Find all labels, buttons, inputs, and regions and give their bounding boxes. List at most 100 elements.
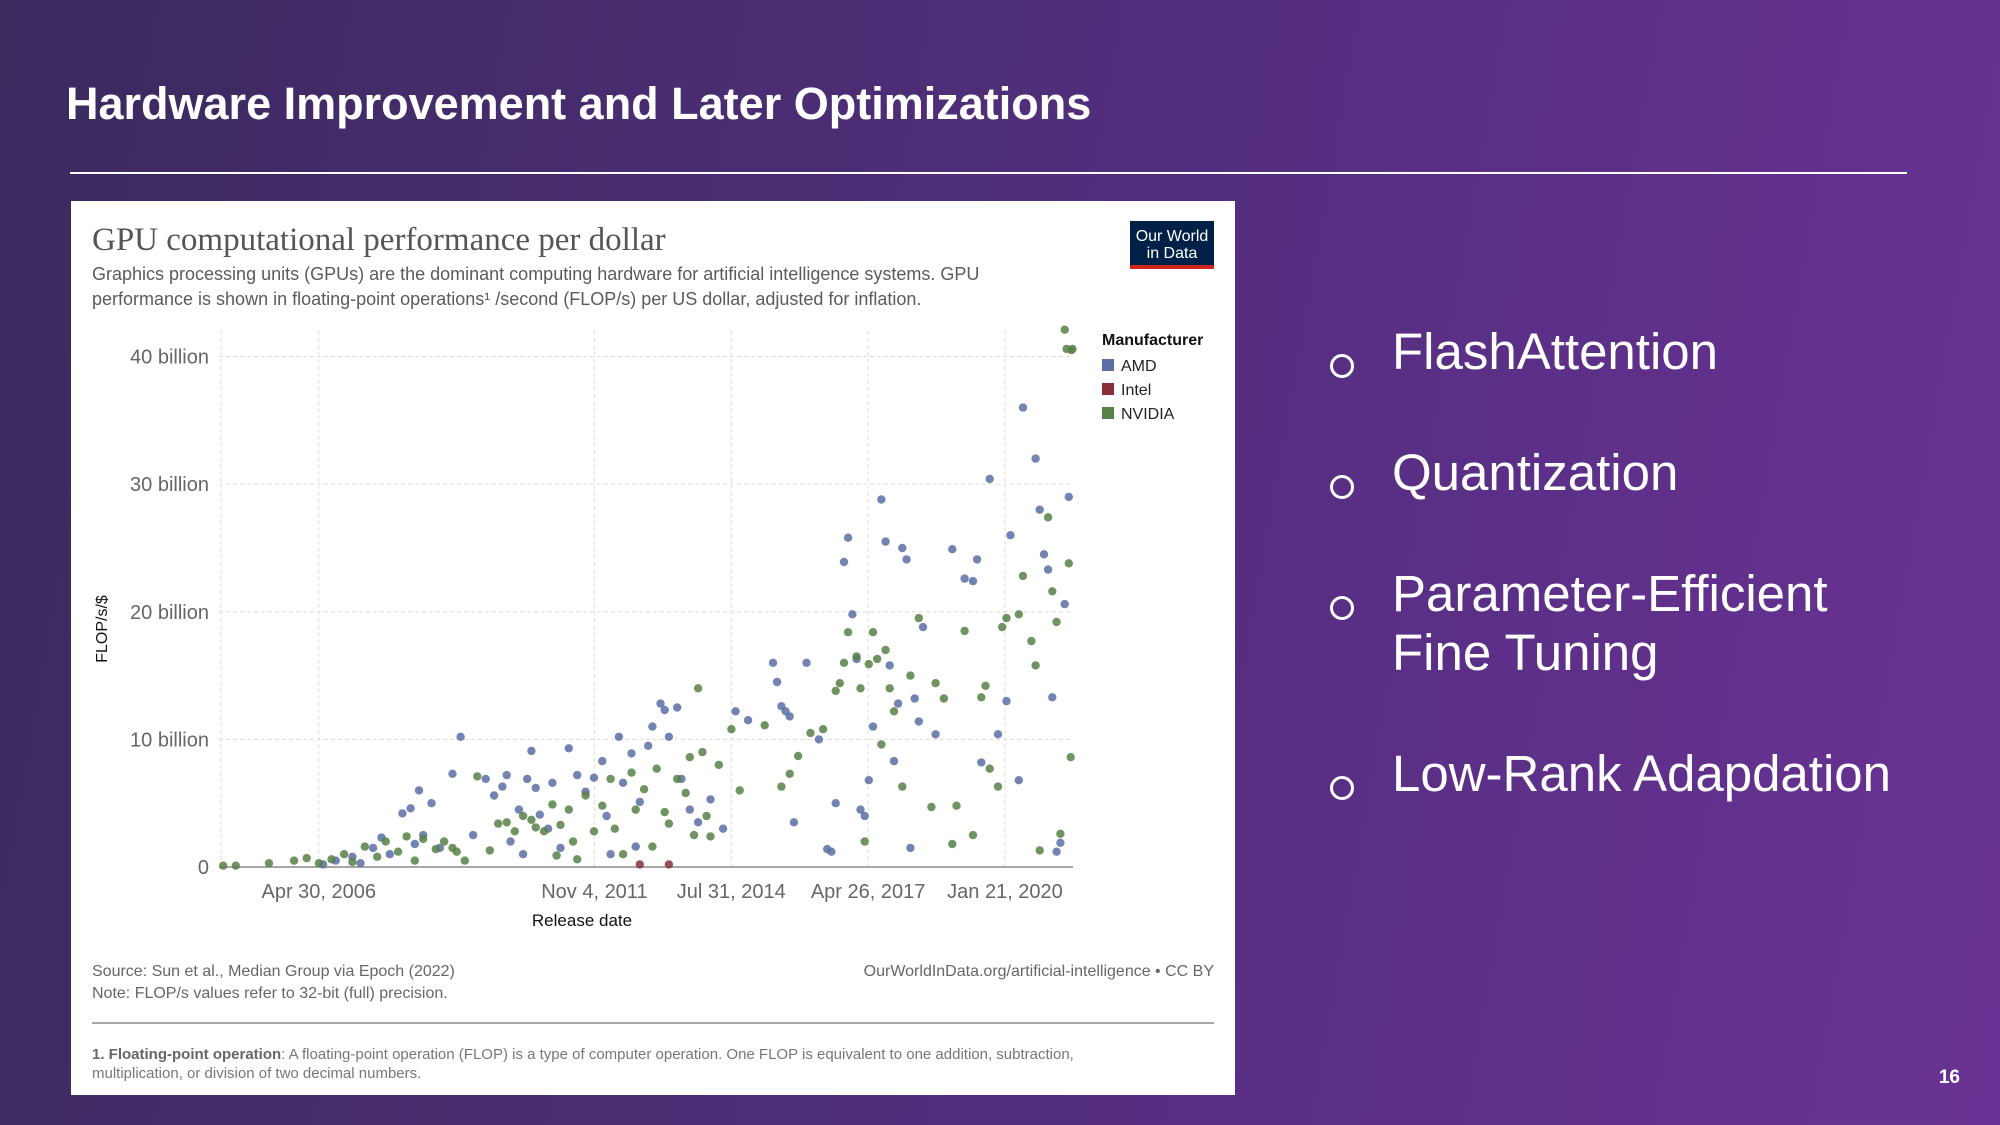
data-point-amd — [898, 543, 907, 553]
data-point-amd — [839, 557, 849, 567]
data-point-nvidia — [689, 830, 699, 840]
data-point-nvidia — [648, 842, 657, 851]
data-point-nvidia — [873, 654, 882, 664]
data-point-amd — [456, 732, 465, 741]
data-point-amd — [1039, 550, 1049, 559]
data-point-amd — [860, 811, 869, 821]
data-point-nvidia — [664, 819, 674, 828]
data-point-amd — [1064, 492, 1073, 502]
data-point-nvidia — [818, 725, 828, 734]
data-point-nvidia — [219, 861, 228, 870]
data-point-amd — [564, 744, 573, 753]
data-point-amd — [685, 805, 694, 814]
data-point-nvidia — [573, 855, 582, 864]
data-point-amd — [523, 774, 532, 784]
data-point-amd — [644, 741, 653, 750]
data-point-amd — [885, 661, 894, 670]
legend-label-intel: Intel — [1121, 382, 1151, 399]
data-point-nvidia — [264, 859, 274, 868]
data-point-amd — [827, 847, 836, 856]
data-point-amd — [535, 810, 544, 819]
data-point-amd — [848, 610, 857, 619]
data-point-amd — [789, 818, 799, 827]
data-point-nvidia — [552, 851, 561, 860]
slide-title: Hardware Improvement and Later Optimizat… — [66, 78, 1092, 129]
data-point-amd — [481, 774, 490, 784]
data-point-amd — [910, 694, 919, 703]
legend-label-amd: AMD — [1121, 358, 1157, 375]
data-point-amd — [1048, 693, 1057, 702]
data-point-amd — [864, 776, 873, 785]
legend-swatch-nvidia — [1102, 407, 1114, 419]
owid-logo[interactable]: Our World in Data — [1130, 221, 1214, 269]
data-point-nvidia — [1060, 325, 1069, 334]
x-tick-label: Jul 31, 2014 — [677, 881, 786, 903]
data-point-amd — [877, 495, 886, 504]
gpu-performance-chart: GPU computational performance per dollar… — [92, 221, 1215, 1082]
data-point-nvidia — [1002, 613, 1011, 623]
title-divider — [70, 172, 1907, 174]
data-point-nvidia — [1068, 344, 1077, 354]
data-point-nvidia — [473, 772, 482, 781]
data-point-nvidia — [302, 853, 311, 863]
data-point-amd — [1056, 838, 1065, 847]
data-point-amd — [531, 783, 540, 793]
data-point-amd — [1043, 565, 1053, 574]
x-axis-label: Release date — [532, 911, 632, 930]
data-point-nvidia — [735, 786, 744, 795]
data-point-amd — [406, 804, 415, 813]
data-point-amd — [985, 474, 994, 484]
credit-link[interactable]: OurWorldInData.org/artificial-intelligen… — [864, 963, 1215, 980]
footnote-text: : A floating-point operation (FLOP) is a… — [281, 1046, 1074, 1063]
data-point-amd — [548, 778, 557, 787]
data-point-nvidia — [568, 837, 578, 846]
data-point-nvidia — [1052, 617, 1061, 627]
bullet-circle-icon — [1330, 596, 1354, 620]
data-point-nvidia — [339, 850, 349, 859]
data-point-amd — [718, 824, 728, 833]
data-point-nvidia — [673, 774, 682, 784]
data-point-nvidia — [843, 628, 853, 637]
data-point-nvidia — [985, 764, 994, 773]
legend-swatch-amd — [1102, 359, 1114, 371]
data-point-nvidia — [693, 684, 703, 693]
data-point-amd — [627, 749, 636, 758]
data-point-amd — [448, 769, 457, 778]
data-point-nvidia — [564, 805, 573, 814]
data-point-amd — [743, 716, 753, 725]
data-point-nvidia — [993, 782, 1003, 791]
data-point-amd — [906, 843, 915, 853]
y-axis-ticks: 0 10 billion 20 billion 30 billion 40 billio… — [130, 347, 209, 879]
x-tick-label: Apr 26, 2017 — [811, 881, 926, 903]
data-point-amd — [656, 699, 665, 708]
data-point-nvidia — [410, 856, 419, 865]
bullet-flashattention: FlashAttention — [1326, 322, 1891, 381]
data-point-nvidia — [393, 847, 403, 856]
data-point-amd — [673, 703, 682, 712]
data-point-amd — [1018, 403, 1028, 412]
data-point-amd — [648, 722, 657, 731]
bullet-peft: Parameter-Efficient Fine Tuning — [1326, 564, 1852, 682]
data-point-nvidia — [510, 827, 519, 836]
data-point-nvidia — [381, 837, 390, 846]
data-point-nvidia — [639, 785, 649, 794]
data-point-amd — [602, 811, 611, 821]
data-point-amd — [785, 712, 794, 721]
y-tick-label: 0 — [198, 857, 209, 879]
data-point-nvidia — [681, 788, 690, 798]
data-point-nvidia — [660, 807, 669, 817]
y-tick-label: 20 billion — [130, 602, 209, 624]
data-point-nvidia — [727, 725, 736, 734]
legend-swatch-intel — [1102, 383, 1114, 395]
bullet-label: Parameter-Efficient Fine Tuning — [1392, 565, 1828, 681]
page-number: 16 — [1938, 1067, 1960, 1088]
chart-subtitle-line1: Graphics processing units (GPUs) are the… — [92, 264, 979, 284]
data-point-nvidia — [314, 859, 324, 868]
bullet-quantization: Quantization — [1326, 443, 1891, 502]
data-point-nvidia — [960, 626, 969, 636]
data-point-amd — [831, 799, 840, 808]
data-point-nvidia — [518, 811, 528, 821]
data-point-amd — [410, 839, 419, 849]
data-point-amd — [385, 850, 394, 859]
data-point-nvidia — [1018, 571, 1028, 581]
